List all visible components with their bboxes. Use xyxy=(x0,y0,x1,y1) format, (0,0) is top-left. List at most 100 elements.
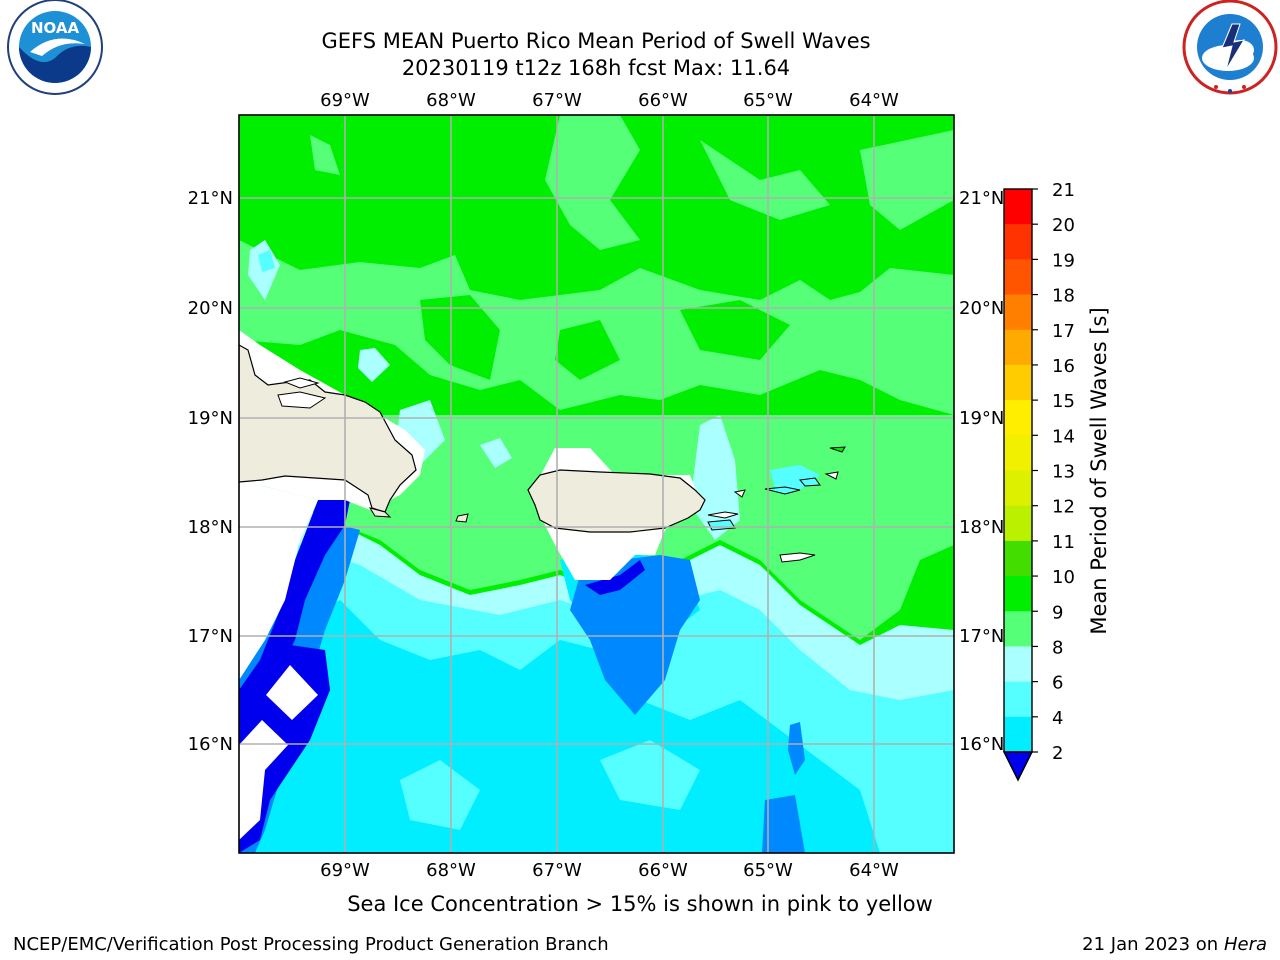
colorbar-segment xyxy=(1004,259,1032,296)
land-vieques xyxy=(707,519,736,531)
swell-period-patch xyxy=(310,135,340,175)
colorbar-tick-label: 4 xyxy=(1052,708,1063,729)
swell-period-fill-2-4 xyxy=(762,795,805,853)
lon-label: 69°W xyxy=(320,860,370,881)
lat-label: 17°N xyxy=(959,626,1004,647)
lon-labels-top: 69°W 68°W 67°W 66°W 65°W 64°W xyxy=(320,90,899,111)
lat-label: 18°N xyxy=(188,517,233,538)
swell-period-fill-6-8 xyxy=(600,740,700,810)
lon-label: 67°W xyxy=(532,860,582,881)
lat-label: 16°N xyxy=(188,734,233,755)
no-data-area xyxy=(266,665,318,720)
colorbar-tick-label: 17 xyxy=(1052,321,1075,342)
lat-label: 20°N xyxy=(188,298,233,319)
colorbar-tick-label: 6 xyxy=(1052,673,1063,694)
swell-period-fill-8-9 xyxy=(358,348,390,382)
swell-period-fill-2-4 xyxy=(570,555,700,715)
footer-host: Hera xyxy=(1224,934,1267,955)
colorbar-segment xyxy=(1004,224,1032,260)
colorbar-segment xyxy=(1004,435,1032,471)
footer-branch: NCEP/EMC/Verification Post Processing Pr… xyxy=(13,934,609,955)
colorbar-segment xyxy=(1004,329,1032,366)
lon-label: 68°W xyxy=(426,90,476,111)
swell-period-fill-below-2 xyxy=(585,560,645,595)
lon-label: 69°W xyxy=(320,90,370,111)
colorbar-segment xyxy=(1004,576,1032,612)
no-data-area xyxy=(239,720,288,840)
colorbar-segment xyxy=(1004,716,1032,753)
nws-logo xyxy=(1182,0,1278,95)
map-frame xyxy=(238,114,955,854)
noaa-logo: NOAA xyxy=(7,0,103,95)
colorbar-tick-label: 20 xyxy=(1052,215,1075,236)
lon-label: 68°W xyxy=(426,860,476,881)
lat-label: 17°N xyxy=(188,626,233,647)
colorbar-tick-label: 9 xyxy=(1052,602,1063,623)
lon-label: 66°W xyxy=(638,860,688,881)
chart-title: GEFS MEAN Puerto Rico Mean Period of Swe… xyxy=(321,29,870,53)
colorbar-label: Mean Period of Swell Waves [s] xyxy=(1087,307,1111,634)
land-vieques xyxy=(707,511,739,519)
lat-labels-left: 21°N 20°N 19°N 18°N 17°N 16°N xyxy=(188,188,233,755)
chart-subtitle: 20230119 t12z 168h fcst Max: 11.64 xyxy=(402,56,790,80)
bay-outline xyxy=(277,391,327,409)
lat-label: 18°N xyxy=(959,517,1004,538)
colorbar-segment xyxy=(1004,364,1032,401)
colorbar-tick-label: 10 xyxy=(1052,567,1075,588)
colorbar-tick-label: 16 xyxy=(1052,356,1075,377)
graticule xyxy=(239,115,954,853)
colorbar-tick-label: 14 xyxy=(1052,426,1075,447)
land-virgin-islands xyxy=(824,471,839,480)
colorbar-tick-label: 18 xyxy=(1052,286,1075,307)
swell-period-patch xyxy=(545,115,640,250)
swell-period-fill-10-11 xyxy=(680,300,790,360)
land-virgin-islands xyxy=(764,486,801,495)
swell-period-patch xyxy=(700,140,830,220)
no-data-area xyxy=(239,480,318,680)
colorbar-tick-label: 12 xyxy=(1052,497,1075,518)
colorbar-extend-arrow xyxy=(1002,751,1034,782)
swell-period-fill-6-8 xyxy=(258,250,275,272)
colorbar-segment xyxy=(1004,294,1032,331)
colorbar-segment xyxy=(1004,189,1032,225)
sea-ice-note: Sea Ice Concentration > 15% is shown in … xyxy=(347,892,933,916)
noaa-logo-text: NOAA xyxy=(31,19,80,37)
lat-labels-right: 21°N 20°N 19°N 18°N 17°N 16°N xyxy=(959,188,1004,755)
swell-period-fill-10-11 xyxy=(555,320,620,380)
colorbar-tick-label: 2 xyxy=(1052,743,1063,764)
lat-label: 19°N xyxy=(188,408,233,429)
colorbar-tick-label: 11 xyxy=(1052,532,1075,553)
colorbar-tick-label: 21 xyxy=(1052,180,1075,201)
lon-label: 64°W xyxy=(849,860,899,881)
colorbar-tick-label: 13 xyxy=(1052,462,1075,483)
colorbar-segment xyxy=(1004,470,1032,507)
map-area xyxy=(239,115,954,853)
swell-period-fill-8-9 xyxy=(480,438,512,468)
swell-period-fill-6-8 xyxy=(400,760,480,830)
footer-date: 21 Jan 2023 on Hera xyxy=(1082,934,1267,955)
colorbar-tick-label: 15 xyxy=(1052,391,1075,412)
lon-labels-bottom: 69°W 68°W 67°W 66°W 65°W 64°W xyxy=(320,860,899,881)
colorbar-tick-label: 19 xyxy=(1052,250,1075,271)
land-virgin-islands xyxy=(799,477,821,487)
colorbar: 21 20 19 18 17 16 15 14 13 12 11 10 9 8 6 4 2 xyxy=(1002,180,1075,782)
colorbar-segment xyxy=(1004,611,1032,647)
lon-label: 67°W xyxy=(532,90,582,111)
lon-label: 65°W xyxy=(743,860,793,881)
lat-label: 20°N xyxy=(959,298,1004,319)
colorbar-tick-label: 8 xyxy=(1052,637,1063,658)
swell-period-patch xyxy=(860,130,954,230)
lat-label: 21°N xyxy=(188,188,233,209)
swell-period-fill-2-4 xyxy=(788,722,805,775)
swell-period-fill-4-6 xyxy=(239,600,880,853)
lat-label: 19°N xyxy=(959,408,1004,429)
colorbar-segment xyxy=(1004,400,1032,436)
swell-period-fill-10-11 xyxy=(420,295,500,380)
colorbar-segment xyxy=(1004,505,1032,542)
lat-label: 21°N xyxy=(959,188,1004,209)
colorbar-segment xyxy=(1004,681,1032,718)
colorbar-segment xyxy=(1004,646,1032,683)
land-culebra xyxy=(733,489,746,498)
swell-period-fill-8-9 xyxy=(690,415,740,540)
